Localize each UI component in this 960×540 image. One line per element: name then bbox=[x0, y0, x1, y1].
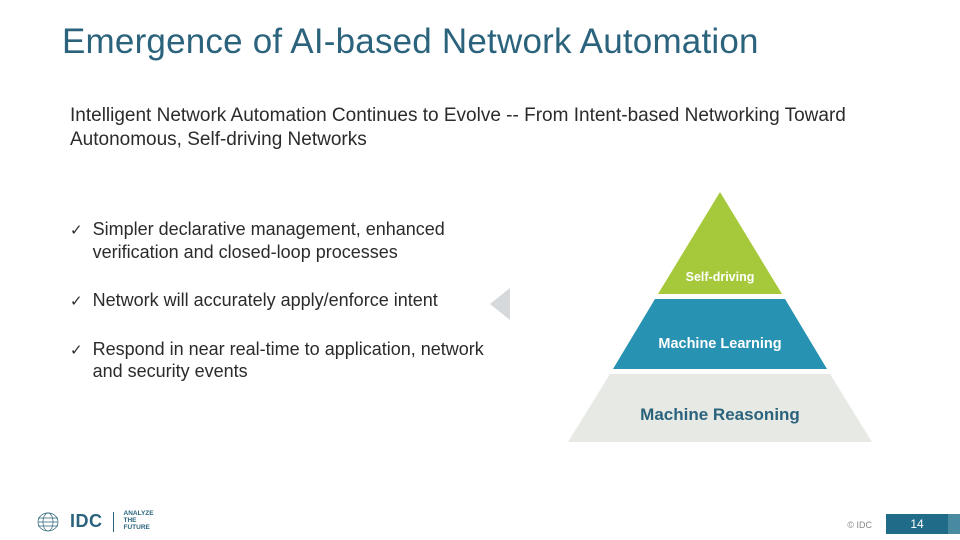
slide-subtitle: Intelligent Network Automation Continues… bbox=[70, 104, 890, 152]
logo-tagline: ANALYZE THE FUTURE bbox=[124, 511, 154, 531]
page-number-box: 14 bbox=[886, 514, 948, 534]
pyramid-diagram: Self-driving Machine Learning Machine Re… bbox=[520, 184, 920, 454]
bullet-text: Simpler declarative management, enhanced… bbox=[93, 218, 490, 263]
slide-title: Emergence of AI-based Network Automation bbox=[62, 22, 759, 62]
list-item: ✓ Simpler declarative management, enhanc… bbox=[70, 218, 490, 263]
page-number: 14 bbox=[910, 517, 923, 531]
tagline-line: FUTURE bbox=[124, 525, 154, 532]
list-item: ✓ Respond in near real-time to applicati… bbox=[70, 338, 490, 383]
globe-icon bbox=[36, 512, 64, 532]
logo-text: IDC bbox=[70, 511, 103, 532]
arrow-left-icon bbox=[490, 288, 510, 320]
pyramid-label-top: Self-driving bbox=[520, 270, 920, 284]
check-icon: ✓ bbox=[70, 341, 83, 359]
bullet-text: Network will accurately apply/enforce in… bbox=[93, 289, 438, 312]
check-icon: ✓ bbox=[70, 292, 83, 310]
pyramid-label-bottom: Machine Reasoning bbox=[520, 405, 920, 425]
idc-logo: IDC ANALYZE THE FUTURE bbox=[36, 511, 154, 532]
copyright-text: © IDC bbox=[847, 520, 872, 530]
bullet-text: Respond in near real-time to application… bbox=[93, 338, 490, 383]
list-item: ✓ Network will accurately apply/enforce … bbox=[70, 289, 490, 312]
check-icon: ✓ bbox=[70, 221, 83, 239]
page-number-accent bbox=[948, 514, 960, 534]
slide-footer: IDC ANALYZE THE FUTURE © IDC 14 bbox=[0, 510, 960, 540]
logo-divider bbox=[113, 512, 114, 532]
pyramid-label-middle: Machine Learning bbox=[520, 336, 920, 352]
slide-container: Emergence of AI-based Network Automation… bbox=[0, 0, 960, 540]
bullet-list: ✓ Simpler declarative management, enhanc… bbox=[70, 218, 490, 409]
